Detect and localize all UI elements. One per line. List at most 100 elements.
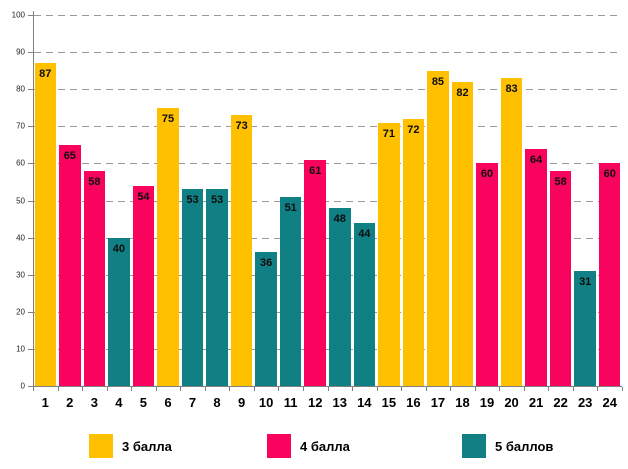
gridline: [34, 200, 622, 202]
y-axis-tick-label: 50: [16, 196, 25, 205]
x-axis-tick: [302, 387, 304, 391]
x-axis-tick: [352, 387, 354, 391]
bar: 60: [598, 163, 621, 386]
x-axis-tick: [327, 387, 329, 391]
x-axis-tick-label: 20: [504, 395, 519, 410]
bar-value-label: 61: [309, 164, 322, 177]
y-axis-tick-label: 80: [16, 84, 25, 94]
bar-value-label: 36: [260, 257, 273, 270]
bar-value-label: 65: [63, 149, 76, 162]
bar-value-label: 60: [603, 168, 616, 181]
bar: 53: [181, 189, 204, 386]
y-axis-tick-label: 70: [16, 121, 25, 131]
bar: 71: [378, 122, 400, 386]
bar-value-label: 72: [407, 123, 420, 136]
x-axis-tick-label: 15: [381, 395, 397, 410]
x-axis-tick: [425, 387, 427, 391]
x-axis-tick-label: 4: [115, 395, 123, 410]
bar-value-label: 44: [358, 227, 371, 240]
x-axis-tick: [278, 387, 280, 391]
x-axis-tick: [499, 387, 501, 391]
legend-label: 5 баллов: [495, 438, 554, 454]
bar-value-label: 31: [579, 275, 592, 288]
bar: 44: [353, 222, 376, 386]
x-axis-tick-label: 16: [406, 395, 421, 410]
bar: 36: [255, 252, 277, 386]
gridline: [34, 163, 622, 165]
gridline: [34, 311, 622, 313]
y-axis-tick: [28, 15, 33, 16]
x-axis-tick-label: 19: [479, 395, 495, 410]
x-axis-tick: [253, 387, 255, 391]
x-axis-tick-label: 2: [66, 395, 74, 410]
gridline: [34, 126, 622, 128]
x-axis-tick: [376, 387, 378, 391]
x-axis-line: [33, 386, 622, 387]
bar-value-label: 71: [382, 127, 395, 140]
x-axis-tick-label: 14: [357, 395, 372, 410]
x-axis-tick: [57, 387, 59, 391]
gridline: [34, 15, 622, 16]
y-axis-tick: [28, 274, 33, 276]
x-axis-tick-label: 6: [164, 395, 172, 410]
x-axis-tick-label: 13: [332, 395, 347, 410]
x-axis-tick: [180, 387, 182, 391]
bar: 72: [402, 118, 425, 386]
x-axis-tick: [548, 387, 550, 391]
y-axis-tick: [28, 126, 33, 128]
x-axis-tick-label: 7: [188, 395, 197, 410]
x-axis-tick: [450, 387, 452, 391]
y-axis-tick-label: 60: [16, 158, 25, 168]
bar: 40: [108, 237, 130, 386]
x-axis-tick: [33, 387, 34, 391]
x-axis-tick-label: 12: [307, 395, 323, 410]
gridline: [34, 274, 622, 276]
y-axis-tick: [28, 311, 33, 313]
x-axis-tick-label: 24: [602, 395, 617, 410]
y-axis-tick-label: 40: [16, 233, 25, 243]
bar-value-label: 58: [554, 175, 567, 188]
y-axis-tick-label: 10: [16, 344, 25, 354]
x-axis-tick: [155, 387, 157, 391]
y-axis-tick: [28, 386, 33, 387]
y-axis-tick-label: 90: [16, 47, 25, 57]
bar: 87: [34, 63, 57, 386]
bar-value-label: 54: [137, 190, 150, 203]
bar: 58: [83, 170, 106, 386]
y-axis-tick: [28, 89, 33, 91]
bar: 65: [59, 144, 81, 386]
bar-value-label: 85: [431, 75, 445, 88]
x-axis-tick: [474, 387, 476, 391]
bar: 73: [230, 115, 253, 386]
bar-value-label: 75: [161, 112, 175, 125]
y-axis-tick-label: 0: [20, 381, 25, 391]
bar-value-label: 64: [529, 153, 543, 166]
bar: 85: [427, 70, 449, 386]
x-axis-tick: [523, 387, 525, 391]
x-axis-tick-label: 23: [577, 395, 593, 410]
x-axis-tick-label: 22: [553, 395, 568, 410]
bar: 51: [279, 196, 302, 386]
x-axis-tick-label: 21: [528, 395, 544, 410]
y-axis-tick: [28, 237, 33, 239]
y-axis-line: [33, 11, 34, 387]
x-axis-tick: [622, 387, 623, 391]
legend-swatch: [89, 434, 113, 458]
bar-value-label: 82: [456, 86, 469, 99]
legend-label: 3 балла: [122, 438, 172, 454]
bar: 31: [574, 270, 596, 386]
gridline: [34, 237, 622, 239]
bar: 83: [500, 78, 523, 386]
y-axis-tick: [28, 348, 33, 350]
bar-value-label: 87: [39, 68, 52, 81]
bar-value-label: 58: [88, 175, 101, 188]
y-axis-tick: [28, 163, 33, 165]
legend-swatch: [462, 434, 486, 458]
bar-value-label: 53: [186, 194, 199, 207]
bar: 64: [525, 148, 547, 386]
legend-item: 5 баллов: [462, 434, 553, 458]
x-axis-tick-label: 5: [139, 395, 148, 410]
bar: 54: [132, 185, 155, 386]
x-axis-tick: [204, 387, 206, 391]
